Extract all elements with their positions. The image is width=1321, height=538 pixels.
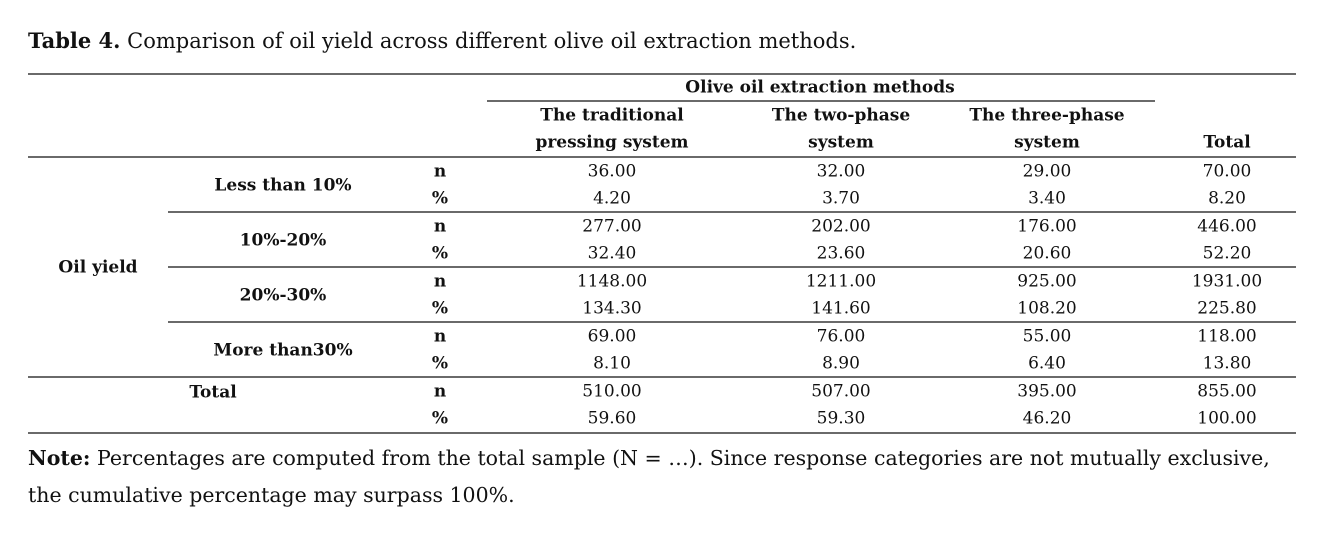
cell: 510.00 — [582, 382, 641, 402]
cell: 202.00 — [811, 217, 870, 237]
column-header: The two-phase — [772, 106, 910, 126]
cell: 55.00 — [1023, 327, 1072, 347]
cell: 446.00 — [1197, 217, 1256, 237]
row-label: Less than 10% — [214, 176, 351, 196]
cell: 46.20 — [1023, 409, 1072, 429]
cell: 69.00 — [588, 327, 637, 347]
cell: 855.00 — [1197, 382, 1256, 402]
cell: 925.00 — [1017, 272, 1076, 292]
cell: 32.00 — [817, 162, 866, 182]
cell: 141.60 — [811, 299, 870, 319]
column-header: The traditional — [540, 106, 684, 126]
cell: 108.20 — [1017, 299, 1076, 319]
caption-text: Comparison of oil yield across different… — [127, 29, 857, 53]
group-header: Olive oil extraction methods — [685, 78, 954, 98]
cell: 118.00 — [1197, 327, 1256, 347]
cell: 1148.00 — [577, 272, 647, 292]
cell: 134.30 — [582, 299, 641, 319]
n-label: n — [434, 162, 446, 182]
cell: 32.40 — [588, 244, 637, 264]
cell: 20.60 — [1023, 244, 1072, 264]
cell: 70.00 — [1203, 162, 1252, 182]
caption: Table 4. Comparison of oil yield across … — [28, 28, 856, 53]
cell: 277.00 — [582, 217, 641, 237]
row-label: 20%-30% — [240, 286, 327, 306]
row-group-label: Oil yield — [58, 258, 137, 278]
cell: 76.00 — [817, 327, 866, 347]
cell: 4.20 — [593, 189, 631, 209]
row-label: 10%-20% — [240, 231, 327, 251]
n-label: n — [434, 382, 446, 402]
table: Olive oil extraction methods Total Oil y… — [28, 73, 1296, 434]
n-label: n — [434, 217, 446, 237]
cell: 225.80 — [1197, 299, 1256, 319]
cell: 6.40 — [1028, 354, 1066, 374]
caption-label: Table 4. — [28, 28, 121, 53]
cell: 52.20 — [1203, 244, 1252, 264]
note-label: Note: — [28, 446, 91, 470]
cell: 59.30 — [817, 409, 866, 429]
cell: 23.60 — [817, 244, 866, 264]
cell: 13.80 — [1203, 354, 1252, 374]
cell: 176.00 — [1017, 217, 1076, 237]
column-header: pressing system — [535, 133, 688, 153]
cell: 1931.00 — [1192, 272, 1262, 292]
pct-label: % — [432, 189, 448, 209]
cell: 1211.00 — [806, 272, 876, 292]
column-header: system — [808, 133, 874, 153]
cell: 3.70 — [822, 189, 860, 209]
column-header: system — [1014, 133, 1080, 153]
cell: 29.00 — [1023, 162, 1072, 182]
cell: 507.00 — [811, 382, 870, 402]
n-label: n — [434, 272, 446, 292]
cell: 100.00 — [1197, 409, 1256, 429]
cell: 36.00 — [588, 162, 637, 182]
row-label: Total — [189, 383, 237, 403]
cell: 3.40 — [1028, 189, 1066, 209]
cell: 395.00 — [1017, 382, 1076, 402]
cell: 8.10 — [593, 354, 631, 374]
column-header: The three-phase — [969, 106, 1124, 126]
pct-label: % — [432, 354, 448, 374]
cell: 8.20 — [1208, 189, 1246, 209]
row-label: More than30% — [213, 341, 352, 361]
total-header: Total — [1203, 133, 1251, 153]
pct-label: % — [432, 409, 448, 429]
n-label: n — [434, 327, 446, 347]
pct-label: % — [432, 244, 448, 264]
note-text: Percentages are computed from the total … — [28, 446, 1270, 507]
pct-label: % — [432, 299, 448, 319]
note: Note: Percentages are computed from the … — [28, 440, 1300, 514]
cell: 59.60 — [588, 409, 637, 429]
cell: 8.90 — [822, 354, 860, 374]
